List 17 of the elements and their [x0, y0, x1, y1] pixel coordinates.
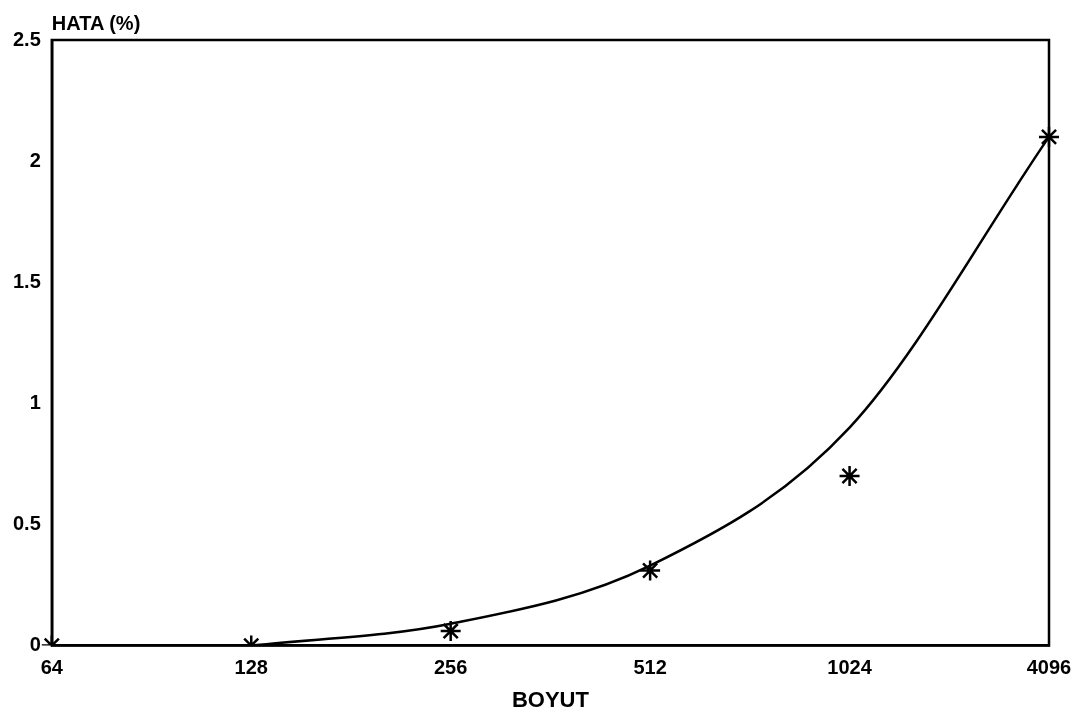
x-axis-title: BOYUT: [511, 686, 590, 712]
y-tick-label: 0.5: [12, 512, 41, 534]
x-tick-label: 4096: [1026, 656, 1072, 679]
x-tick-label: 64: [40, 656, 64, 679]
y-tick-label: 0: [29, 633, 41, 656]
y-axis-title: HATA (%): [51, 11, 141, 34]
y-tick-label: 2: [29, 148, 41, 171]
x-tick-label: 1024: [827, 656, 873, 679]
y-tick-label: 1.5: [12, 269, 41, 292]
point: [838, 464, 861, 488]
x-tick-label: 512: [633, 656, 667, 679]
x-tick-label: 128: [234, 656, 268, 679]
y-tick-label: 1: [29, 390, 41, 413]
x-tick-label: 256: [433, 656, 468, 679]
y-tick-label: 2.5: [12, 27, 41, 50]
point: [638, 559, 662, 582]
point: [439, 619, 462, 643]
